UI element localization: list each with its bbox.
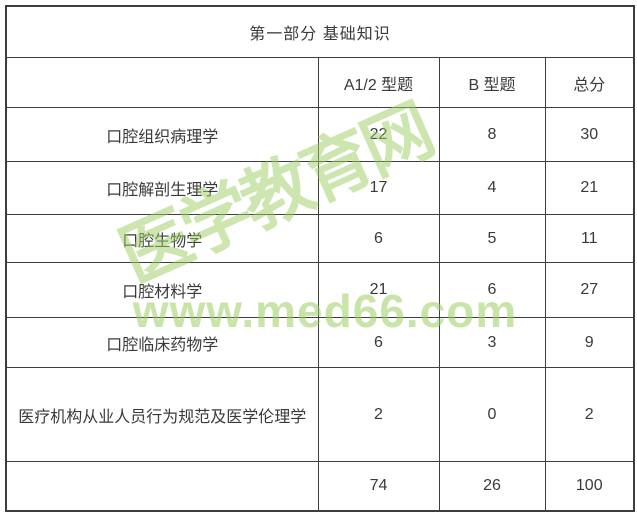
total-value-cell: 27 [544, 262, 635, 318]
header-b-cell: B 型题 [438, 57, 546, 108]
total-value-cell: 11 [544, 214, 635, 263]
subject-cell: 口腔生物学 [5, 214, 319, 263]
subject-cell: 口腔临床药物学 [5, 317, 319, 368]
table-row: 口腔材料学 21 6 27 [5, 262, 635, 318]
table-row: 口腔生物学 6 5 11 [5, 214, 635, 263]
totals-b-cell: 26 [438, 461, 546, 512]
b-value-cell: 4 [438, 161, 546, 215]
table-row: 口腔组织病理学 22 8 30 [5, 107, 635, 162]
totals-subject-cell [5, 461, 319, 512]
table-row: 口腔临床药物学 6 3 9 [5, 317, 635, 368]
total-value-cell: 21 [544, 161, 635, 215]
header-a12-cell: A1/2 型题 [317, 57, 440, 108]
a12-value-cell: 21 [317, 262, 440, 318]
table-title-row: 第一部分 基础知识 [5, 5, 635, 58]
totals-a12-cell: 74 [317, 461, 440, 512]
subject-cell: 口腔解剖生理学 [5, 161, 319, 215]
total-value-cell: 9 [544, 317, 635, 368]
a12-value-cell: 2 [317, 367, 440, 462]
subject-cell: 口腔材料学 [5, 262, 319, 318]
header-subject-cell [5, 57, 319, 108]
table-row: 医疗机构从业人员行为规范及医学伦理学 2 0 2 [5, 367, 635, 462]
header-total-cell: 总分 [544, 57, 635, 108]
b-value-cell: 5 [438, 214, 546, 263]
table-header-row: A1/2 型题 B 型题 总分 [5, 57, 635, 108]
subject-cell: 口腔组织病理学 [5, 107, 319, 162]
b-value-cell: 0 [438, 367, 546, 462]
totals-total-cell: 100 [544, 461, 635, 512]
a12-value-cell: 22 [317, 107, 440, 162]
a12-value-cell: 6 [317, 214, 440, 263]
a12-value-cell: 17 [317, 161, 440, 215]
subject-cell: 医疗机构从业人员行为规范及医学伦理学 [5, 367, 319, 462]
table-row: 口腔解剖生理学 17 4 21 [5, 161, 635, 215]
exam-score-table: 第一部分 基础知识 A1/2 型题 B 型题 总分 口腔组织病理学 22 8 3… [5, 5, 636, 512]
table-title: 第一部分 基础知识 [5, 5, 635, 58]
b-value-cell: 6 [438, 262, 546, 318]
a12-value-cell: 6 [317, 317, 440, 368]
total-value-cell: 2 [544, 367, 635, 462]
b-value-cell: 8 [438, 107, 546, 162]
table-totals-row: 74 26 100 [5, 461, 635, 512]
total-value-cell: 30 [544, 107, 635, 162]
b-value-cell: 3 [438, 317, 546, 368]
